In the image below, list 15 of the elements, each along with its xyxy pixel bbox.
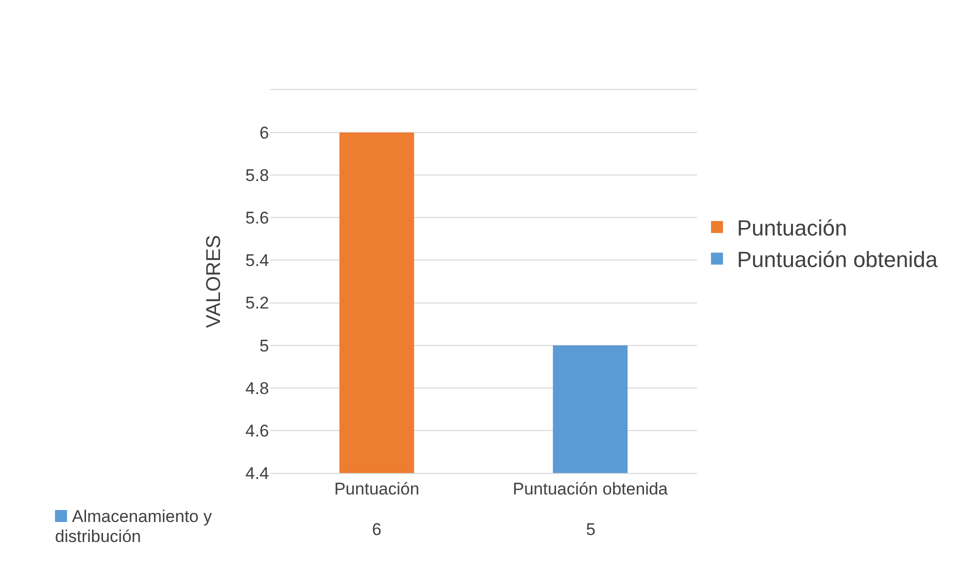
legend-label: Puntuación [737,216,848,241]
legend-label: Puntuación obtenida [737,247,938,272]
y-tick-label: 6 [260,124,269,143]
y-tick-label: 5.6 [245,208,269,228]
text: Almacenamiento y distribución [55,507,212,546]
y-tick-label: 5.2 [245,294,269,313]
y-tick-label: 4.6 [245,421,269,440]
y-tick-label: 5 [260,336,269,356]
data-label: 6 [372,520,382,539]
y-tick-label: 5.4 [245,251,269,270]
y-tick-label: 4.8 [245,378,269,398]
data-label: 5 [586,520,596,539]
y-tick-label: 5.8 [245,166,269,186]
y-axis-title: VALORES [203,235,225,328]
y-tick-label: 4.4 [245,464,269,483]
